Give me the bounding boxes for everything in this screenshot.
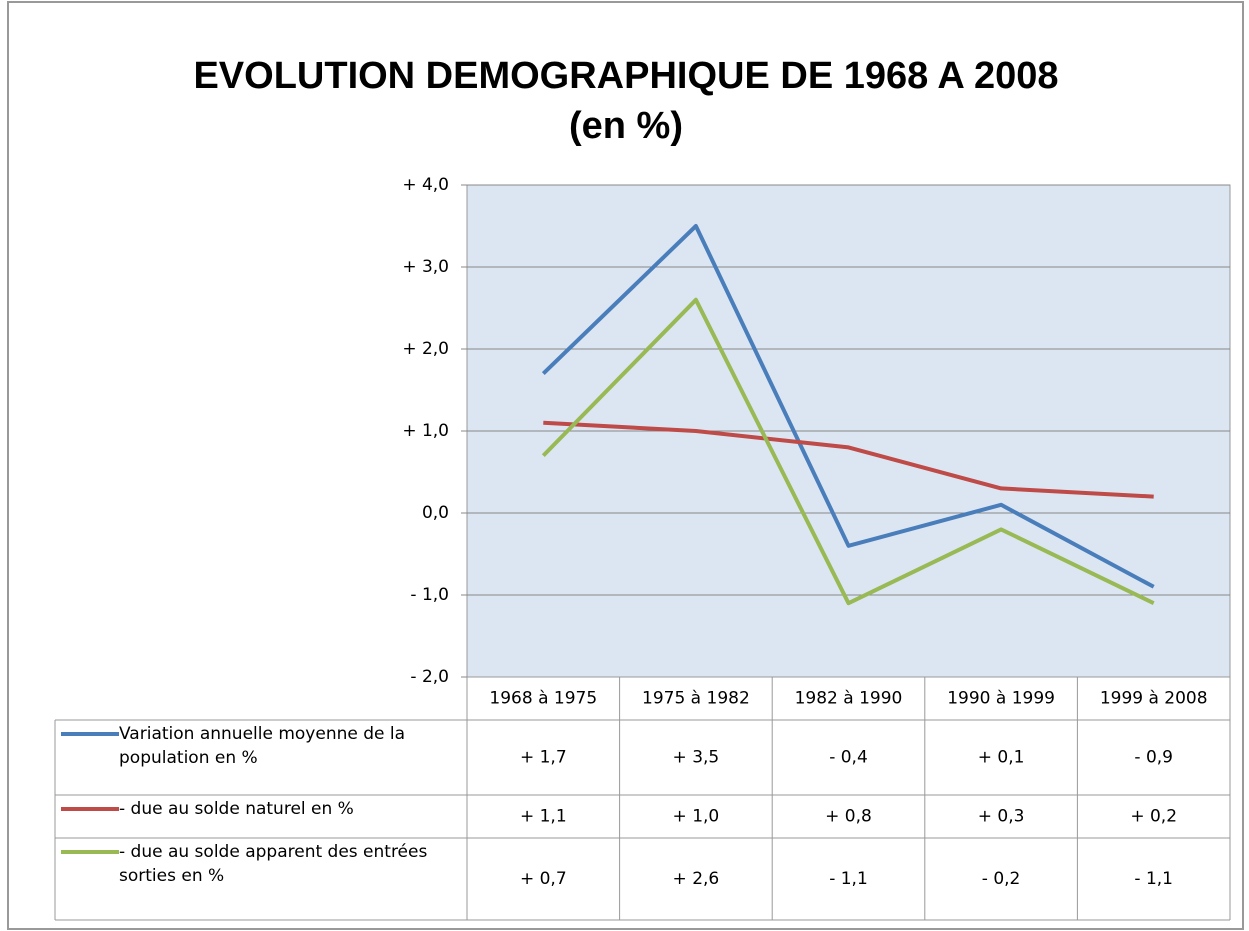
y-tick-label: - 1,0 (410, 585, 449, 605)
x-tick-label: 1999 à 2008 (1100, 689, 1208, 709)
data-label: - 1,1 (1134, 869, 1173, 889)
chart-frame (7, 1, 1244, 930)
y-tick-label: + 2,0 (402, 339, 449, 359)
data-label: + 0,3 (978, 807, 1025, 827)
legend-label: Variation annuelle moyenne de la populat… (119, 724, 406, 768)
y-tick-label: - 2,0 (410, 667, 449, 687)
data-label: + 0,8 (825, 807, 872, 827)
legend-label: - due au solde naturel en % (119, 799, 354, 819)
y-tick-label: + 4,0 (402, 175, 449, 195)
series-line (541, 297, 1155, 606)
y-tick-label: + 3,0 (402, 257, 449, 277)
chart-subtitle: (en %) (569, 105, 683, 147)
chart-title: EVOLUTION DEMOGRAPHIQUE DE 1968 A 2008 (193, 55, 1058, 97)
x-tick-label: 1975 à 1982 (642, 689, 750, 709)
legend-entry-box: - due au solde apparent des entrées sort… (119, 842, 428, 886)
data-label: + 0,1 (978, 748, 1025, 768)
y-tick-label: 0,0 (422, 503, 449, 523)
series-line (543, 420, 1154, 499)
data-label: - 0,9 (1134, 748, 1173, 768)
data-label: - 1,1 (829, 869, 868, 889)
series-line (541, 224, 1155, 589)
data-label: + 1,0 (673, 807, 720, 827)
data-label: + 0,7 (520, 869, 567, 889)
legend-entry-box: - due au solde naturel en % (119, 799, 354, 819)
data-label: + 0,2 (1130, 807, 1177, 827)
x-tick-label: 1982 à 1990 (795, 689, 903, 709)
data-label: + 1,7 (520, 748, 567, 768)
legend-label: - due au solde apparent des entrées sort… (119, 842, 428, 886)
legend-entry-box: Variation annuelle moyenne de la populat… (119, 724, 406, 768)
x-tick-label: 1990 à 1999 (947, 689, 1055, 709)
data-label: - 0,4 (829, 748, 868, 768)
data-label: + 1,1 (520, 807, 567, 827)
x-tick-label: 1968 à 1975 (489, 689, 597, 709)
data-label: + 3,5 (673, 748, 720, 768)
y-tick-label: + 1,0 (402, 421, 449, 441)
data-label: - 0,2 (982, 869, 1021, 889)
data-label: + 2,6 (673, 869, 720, 889)
